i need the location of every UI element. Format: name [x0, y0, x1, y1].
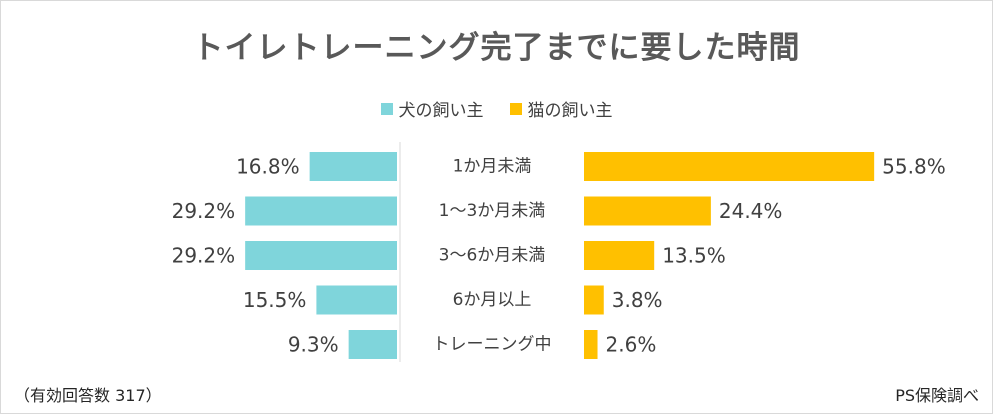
cat-data-label: 2.6%: [606, 333, 657, 357]
dog-bar: [316, 285, 397, 315]
chart-title: トイレトレーニング完了までに要した時間: [192, 30, 801, 66]
dog-bar: [348, 330, 397, 359]
legend: 犬の飼い主 猫の飼い主: [0, 96, 993, 121]
dog-bar: [245, 241, 397, 270]
cat-data-label: 13.5%: [662, 244, 726, 268]
dog-data-label: 29.2%: [172, 199, 236, 223]
dog-bar: [309, 152, 397, 181]
legend-label-dog: 犬の飼い主: [398, 101, 484, 121]
cat-bar: [584, 152, 875, 181]
cat-bar: [584, 330, 598, 359]
category-label: 3～6か月未満: [439, 246, 546, 266]
source-credit: PS保険調べ: [895, 386, 979, 405]
cat-bar: [584, 285, 604, 315]
cat-bar: [584, 196, 711, 226]
legend-swatch-cat: [509, 102, 522, 115]
respondent-count-note: （有効回答数 317）: [14, 386, 162, 405]
cat-data-label: 55.8%: [882, 155, 946, 179]
legend-label-cat: 猫の飼い主: [527, 101, 613, 121]
cat-bar: [584, 241, 655, 270]
cat-data-label: 24.4%: [719, 199, 783, 223]
dog-bar: [245, 196, 397, 226]
category-label: 1か月未満: [453, 157, 532, 177]
category-label: 1～3か月未満: [439, 201, 546, 221]
cat-data-label: 3.8%: [612, 288, 663, 312]
category-label: 6か月以上: [453, 290, 532, 310]
dog-data-label: 9.3%: [288, 333, 339, 357]
category-label: トレーニング中: [433, 335, 552, 355]
dog-data-label: 16.8%: [236, 155, 300, 179]
legend-item-dog: 犬の飼い主: [380, 96, 484, 121]
dog-data-label: 15.5%: [243, 288, 307, 312]
legend-swatch-dog: [380, 102, 393, 115]
legend-item-cat: 猫の飼い主: [509, 96, 613, 121]
dog-data-label: 29.2%: [172, 244, 236, 268]
